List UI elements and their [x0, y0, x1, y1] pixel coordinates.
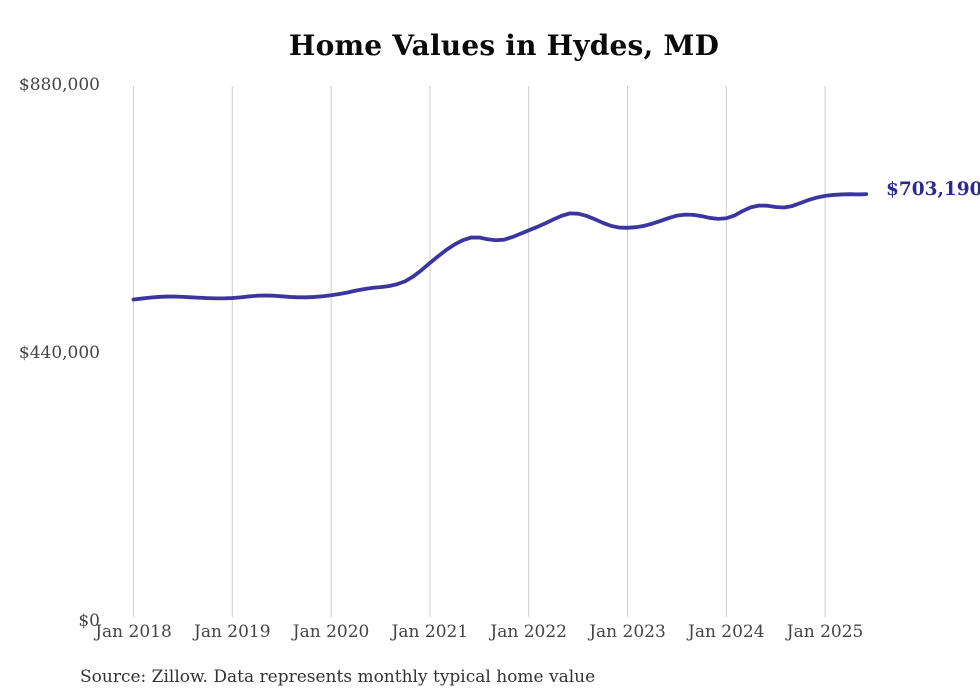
x-axis-tick-jan-2018: Jan 2018 — [95, 622, 172, 642]
y-axis-tick-0: $0 — [78, 611, 100, 631]
y-axis-tick-880000: $880,000 — [18, 75, 100, 95]
source-note: Source: Zillow. Data represents monthly … — [80, 667, 596, 687]
x-axis-tick-jan-2023: Jan 2023 — [589, 622, 666, 642]
chart-title: Home Values in Hydes, MD — [288, 29, 720, 62]
x-axis-tick-jan-2021: Jan 2021 — [391, 622, 469, 642]
x-axis-tick-jan-2024: Jan 2024 — [688, 622, 765, 642]
x-axis-tick-jan-2022: Jan 2022 — [490, 622, 567, 642]
x-axis-tick-jan-2020: Jan 2020 — [292, 622, 370, 642]
x-axis-tick-jan-2019: Jan 2019 — [194, 622, 271, 642]
latest-value-label: $703,190 — [886, 179, 980, 200]
home-value-line — [131, 192, 869, 302]
x-axis-tick-jan-2025: Jan 2025 — [786, 622, 864, 642]
vertical-gridlines — [133, 86, 826, 617]
y-axis-tick-440000: $440,000 — [18, 343, 100, 363]
